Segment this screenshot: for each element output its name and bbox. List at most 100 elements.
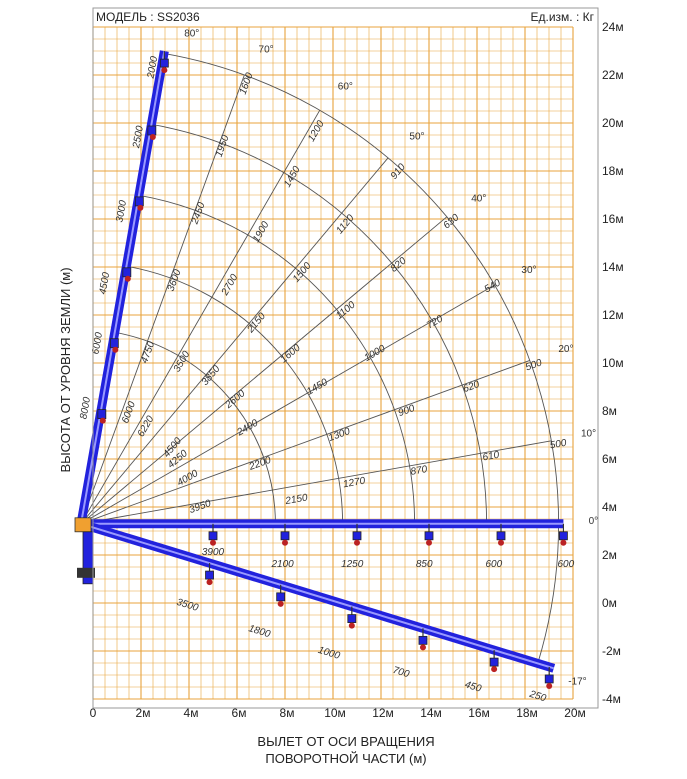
load-value: 4750: [139, 340, 157, 365]
hook: [282, 539, 288, 546]
hook: [99, 417, 106, 424]
load-value: 620: [462, 379, 482, 395]
angle-label: 80°: [184, 29, 199, 40]
angle-ray: [80, 440, 552, 525]
load-value: 3850: [200, 363, 223, 387]
load-value: 1100: [334, 299, 358, 322]
hook: [277, 600, 284, 607]
hook: [206, 579, 213, 586]
y-tick: 18м: [602, 164, 624, 178]
y-tick: -2м: [602, 644, 621, 658]
load-value: 2400: [234, 417, 260, 438]
units-label: Ед.изм. : Кг: [531, 10, 595, 24]
y-tick: 12м: [602, 308, 624, 322]
y-tick: 14м: [602, 260, 624, 274]
load-value: 2100: [270, 559, 294, 570]
crane-base: [77, 567, 95, 578]
hook: [210, 539, 216, 546]
load-value: 500: [524, 357, 544, 373]
y-tick: 24м: [602, 20, 624, 34]
hook: [491, 666, 498, 673]
load-value: 6000: [120, 400, 138, 425]
load-value: 450: [463, 679, 483, 695]
hook-block: [352, 531, 362, 541]
angle-label: 30°: [521, 265, 536, 276]
load-value: 1000: [317, 645, 342, 662]
hook-block: [489, 657, 499, 667]
load-value: 600: [557, 559, 574, 570]
hook-block: [559, 531, 568, 541]
y-tick: 20м: [602, 116, 624, 130]
hook: [426, 539, 432, 546]
x-tick: 8м: [280, 706, 295, 720]
load-value: 820: [389, 255, 409, 274]
hook: [348, 622, 355, 629]
angle-ray: [80, 74, 245, 524]
angle-ray: [80, 216, 448, 525]
load-value: 8000: [78, 396, 93, 420]
load-value: 1900: [251, 219, 272, 244]
y-axis-label: ВЫСОТА ОТ УРОВНЯ ЗЕМЛИ (м): [58, 267, 73, 472]
boom-highlight: [80, 522, 555, 670]
angle-labels: 80° 70° 60° 50° 40° 30° 20° 10° 0° -17°: [184, 29, 598, 688]
load-value: 720: [425, 313, 445, 331]
load-value: 500: [549, 438, 568, 452]
hook-block: [418, 635, 428, 645]
hook-block: [276, 592, 286, 602]
hook-block: [424, 531, 434, 541]
x-tick: 2м: [136, 706, 151, 720]
load-value: 540: [483, 277, 503, 295]
hook: [546, 682, 553, 689]
hook: [354, 539, 360, 546]
load-value: 1270: [342, 476, 366, 491]
hook: [161, 67, 168, 74]
hook-block: [134, 196, 144, 207]
x-tick: 20м: [564, 706, 586, 720]
load-value: 3000: [114, 199, 129, 223]
hook: [124, 275, 131, 282]
load-value: 1000: [363, 343, 388, 364]
hook-block: [159, 58, 169, 68]
load-value: 1500: [291, 260, 314, 284]
reach-arc-lower: [537, 523, 560, 664]
angle-ray: [80, 284, 495, 525]
x-tick: 12м: [372, 706, 394, 720]
load-value: 1600: [279, 342, 303, 365]
hook: [137, 204, 144, 211]
slewing-pivot: [74, 517, 92, 533]
load-value: 6000: [90, 331, 105, 355]
y-tick: 16м: [602, 212, 624, 226]
angle-label: 50°: [409, 132, 424, 143]
hook-block: [205, 570, 214, 580]
x-tick: 14м: [420, 706, 442, 720]
y-tick: 10м: [602, 356, 624, 370]
load-value: 3950: [188, 498, 213, 516]
hook-block: [97, 409, 107, 420]
load-value: 250: [527, 689, 548, 705]
angle-label: 10°: [581, 429, 596, 440]
model-label: МОДЕЛЬ : SS2036: [96, 10, 200, 24]
y-tick: 6м: [602, 452, 617, 466]
load-value: 2150: [284, 492, 309, 507]
x-tick: 10м: [324, 706, 346, 720]
y-tick: 8м: [602, 404, 617, 418]
y-tick: 22м: [602, 68, 624, 82]
y-tick-labels: 24м 22м 20м 18м 16м 14м 12м 10м 8м 6м 4м 2м 0м -2м -4м: [602, 20, 624, 706]
angle-label: 20°: [558, 344, 573, 355]
load-value: 3600: [166, 268, 184, 293]
load-value: 2500: [131, 125, 146, 150]
angle-label: -17°: [568, 677, 586, 688]
x-tick: 4м: [184, 706, 199, 720]
load-value: 3500: [175, 597, 200, 614]
angle-label: 0°: [589, 516, 599, 527]
angle-label: 70°: [259, 44, 274, 55]
x-tick: 16м: [468, 706, 490, 720]
x-tick: 18м: [516, 706, 538, 720]
load-value: 1800: [247, 623, 272, 640]
load-value: 2200: [247, 455, 273, 473]
angle-rays: [80, 74, 552, 525]
hook-block: [544, 674, 554, 684]
hook: [498, 539, 504, 546]
hook-block: [122, 267, 132, 278]
